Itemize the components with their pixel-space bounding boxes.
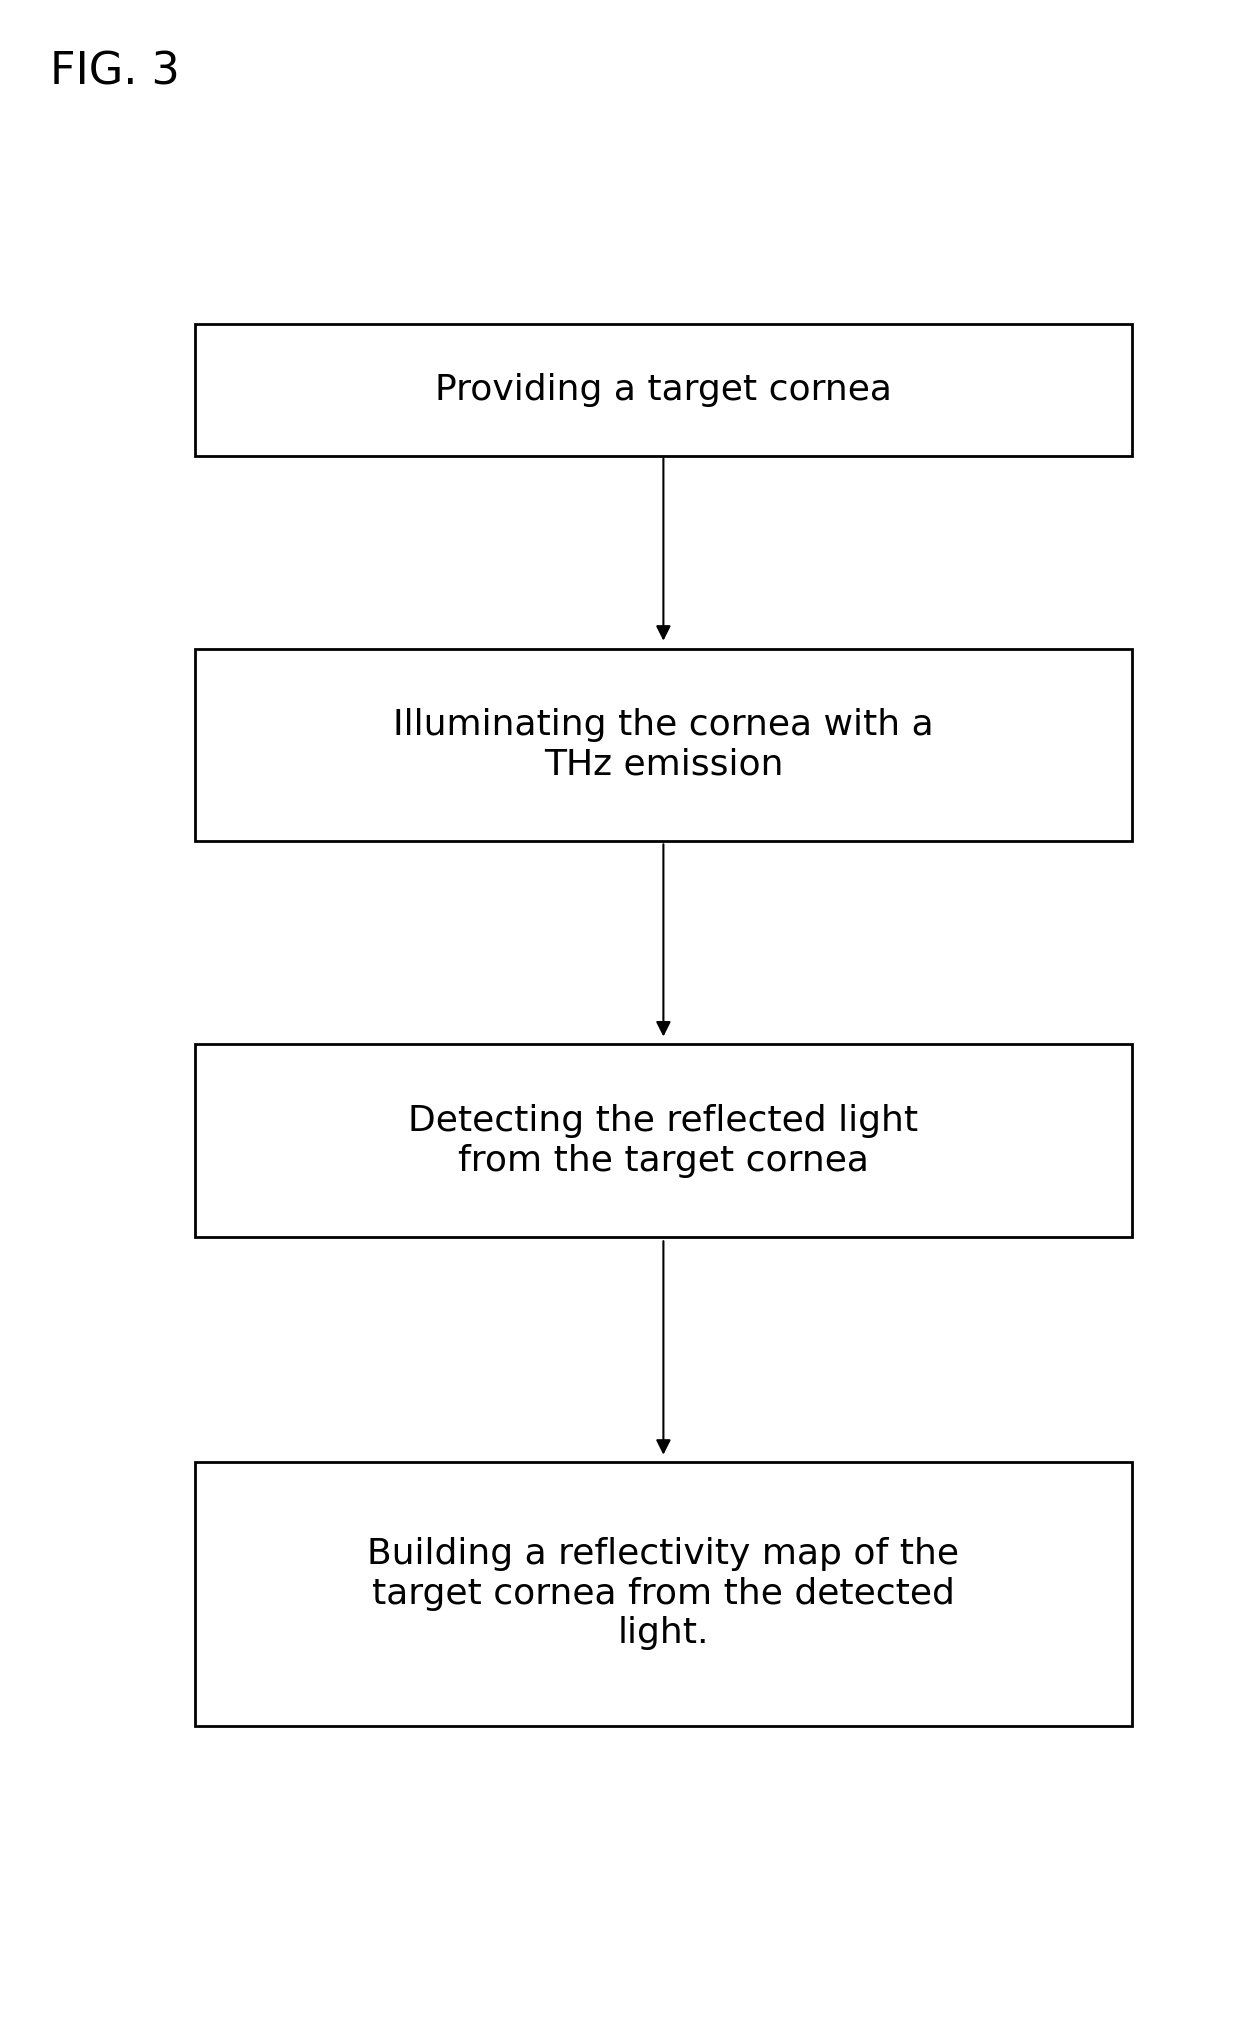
Text: Building a reflectivity map of the
target cornea from the detected
light.: Building a reflectivity map of the targe… [367, 1537, 960, 1650]
Text: Illuminating the cornea with a
THz emission: Illuminating the cornea with a THz emiss… [393, 708, 934, 782]
Text: Providing a target cornea: Providing a target cornea [435, 374, 892, 406]
Text: Detecting the reflected light
from the target cornea: Detecting the reflected light from the t… [408, 1104, 919, 1177]
FancyBboxPatch shape [196, 650, 1131, 840]
FancyBboxPatch shape [196, 1043, 1131, 1238]
FancyBboxPatch shape [196, 1462, 1131, 1726]
FancyBboxPatch shape [196, 323, 1131, 457]
Text: FIG. 3: FIG. 3 [50, 51, 180, 93]
